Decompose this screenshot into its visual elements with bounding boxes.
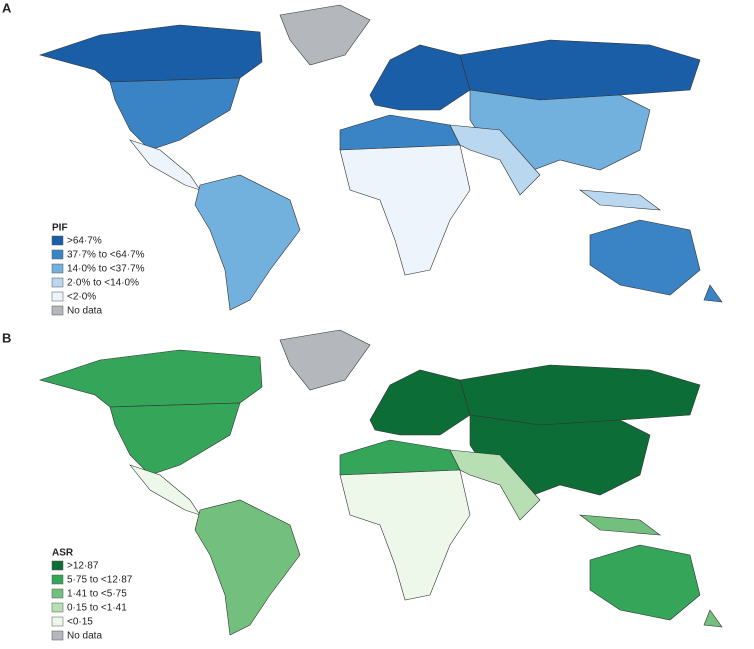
region	[279, 4, 371, 66]
panel-a: A PIF >64·7% 37·7% to <64·7% 14·0% to <37·7…	[2, 0, 723, 317]
legend: PIF >64·7% 37·7% to <64·7% 14·0% to <37·7% 2…	[51, 223, 145, 317]
region	[339, 439, 461, 476]
legend-title: PIF	[52, 223, 68, 234]
legend: ASR >12·87 5·75 to <12·87 1·41 to <5·75 0·15…	[51, 548, 133, 642]
region	[459, 364, 701, 426]
region	[279, 329, 371, 391]
region	[39, 24, 263, 83]
legend-swatch	[51, 588, 64, 599]
legend-swatch	[51, 277, 64, 288]
region	[109, 77, 241, 151]
region	[129, 464, 201, 516]
legend-swatch	[51, 602, 64, 613]
region	[339, 114, 461, 151]
legend-label: 2·0% to <14·0%	[67, 278, 139, 289]
region	[129, 139, 201, 191]
legend-title: ASR	[52, 548, 74, 559]
region	[39, 349, 263, 408]
region	[579, 189, 661, 211]
legend-label: 5·75 to <12·87	[67, 575, 133, 586]
region	[109, 402, 241, 476]
legend-swatch	[51, 630, 64, 641]
legend-swatch	[51, 305, 64, 316]
region	[703, 609, 723, 628]
legend-swatch	[51, 574, 64, 585]
region	[579, 514, 661, 536]
legend-label: 14·0% to <37·7%	[67, 264, 145, 275]
panel-b: B ASR >12·87 5·75 to <12·87 1·41 to <5·75 0·…	[2, 329, 723, 642]
legend-label: <2·0%	[67, 292, 96, 303]
region	[703, 284, 723, 303]
region	[369, 369, 471, 436]
map	[39, 329, 723, 636]
panel-label: A	[2, 0, 12, 15]
legend-swatch	[51, 235, 64, 246]
region	[459, 39, 701, 101]
legend-swatch	[51, 616, 64, 627]
region	[589, 544, 701, 621]
legend-swatch	[51, 291, 64, 302]
region	[339, 469, 471, 601]
legend-label: >64·7%	[67, 236, 102, 247]
region	[194, 174, 301, 311]
legend-label: 0·15 to <1·41	[67, 603, 127, 614]
legend-label: <0·15	[67, 617, 93, 628]
legend-label: >12·87	[67, 561, 99, 572]
legend-label: 37·7% to <64·7%	[67, 250, 145, 261]
region	[339, 144, 471, 276]
legend-swatch	[51, 263, 64, 274]
legend-swatch	[51, 560, 64, 571]
panel-label: B	[2, 330, 11, 345]
region	[194, 499, 301, 636]
legend-swatch	[51, 249, 64, 260]
legend-label: 1·41 to <5·75	[67, 589, 127, 600]
legend-label: No data	[67, 306, 102, 317]
legend-label: No data	[67, 631, 102, 642]
region	[369, 44, 471, 111]
region	[589, 219, 701, 296]
